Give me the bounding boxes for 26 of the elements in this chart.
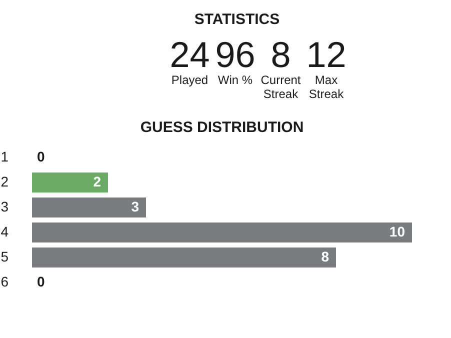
data-label: 0 [37, 274, 45, 290]
data-label: 2 [93, 174, 102, 190]
text: STATISTICS [194, 11, 280, 28]
y-tick-label: 5 [0, 248, 9, 264]
category-label: Played [171, 73, 208, 87]
bar [32, 222, 412, 242]
y-tick-label: 2 [0, 174, 9, 190]
data-label: 12 [306, 34, 346, 75]
y-tick-label: 4 [0, 224, 9, 240]
data-label: 96 [215, 34, 256, 75]
y-tick-label: 6 [0, 274, 9, 290]
category-label: Max Streak [308, 73, 345, 101]
chart-title: GUESS DISTRIBUTION [140, 119, 304, 136]
data-label: 24 [170, 34, 210, 75]
category-label: Current Streak [260, 73, 302, 101]
data-label: 0 [37, 148, 45, 164]
bar [32, 198, 146, 218]
y-tick-label: 1 [0, 148, 9, 164]
category-label: Win % [218, 73, 253, 87]
data-label: 3 [131, 198, 140, 214]
bar [32, 248, 336, 268]
data-label: 10 [389, 224, 406, 240]
data-label: 8 [321, 248, 330, 264]
bar [32, 172, 108, 192]
data-label: 8 [270, 34, 291, 75]
y-tick-label: 3 [0, 198, 9, 214]
